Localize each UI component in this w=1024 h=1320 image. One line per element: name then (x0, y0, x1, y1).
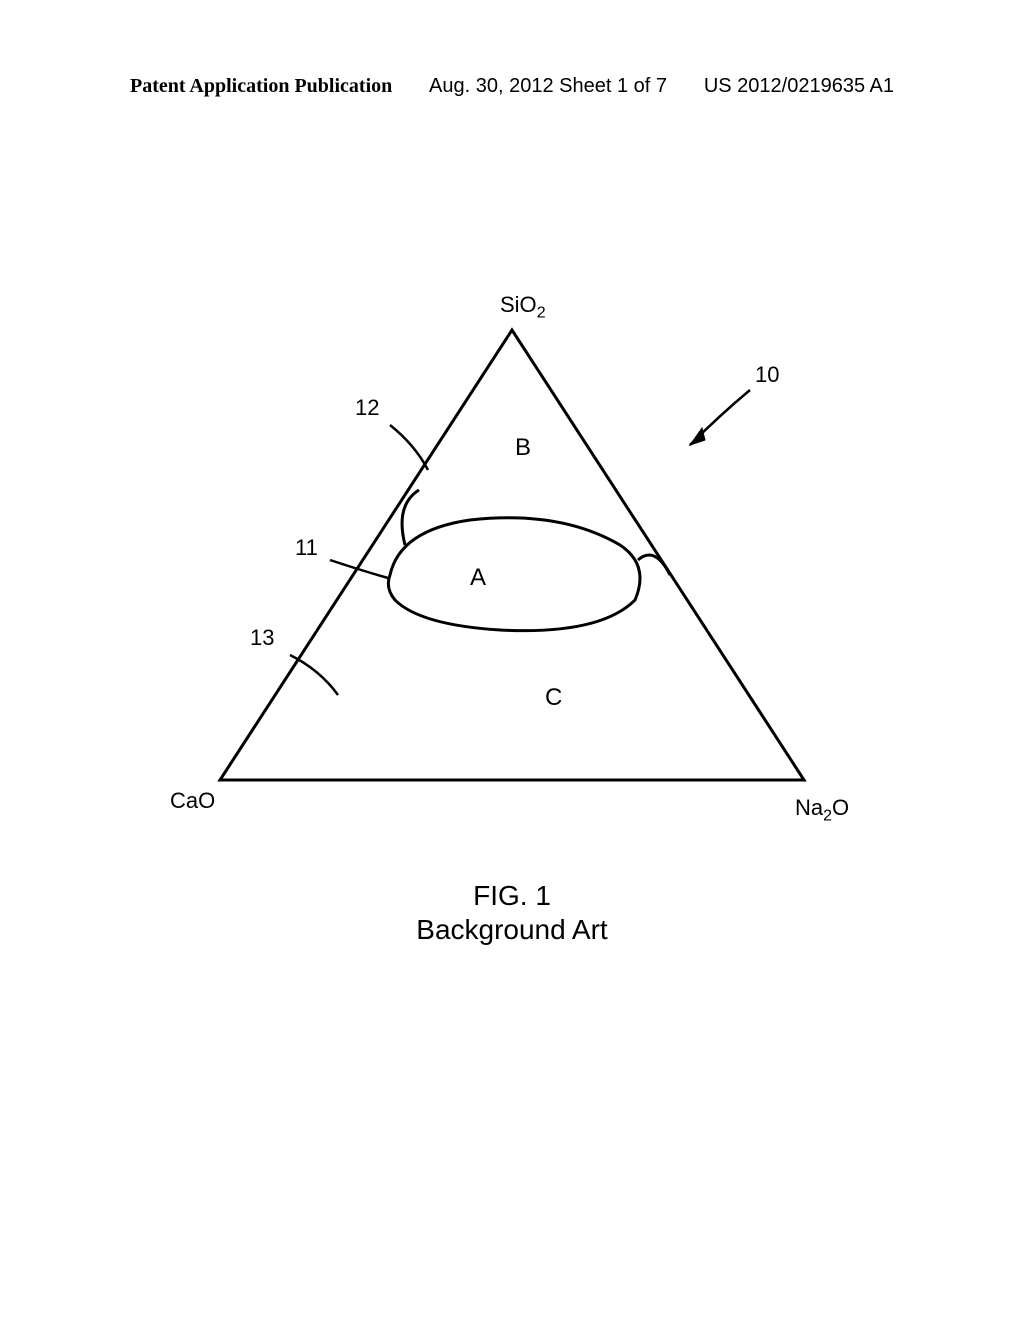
region-a-outline (388, 518, 640, 631)
vertex-left-label: CaO (170, 788, 215, 814)
header-publication: Patent Application Publication (130, 75, 392, 98)
ref-11: 11 (295, 535, 318, 560)
sio2-main: SiO (500, 292, 537, 317)
header-patent-number: US 2012/0219635 A1 (704, 75, 894, 98)
ref-10: 10 (755, 362, 779, 387)
ref-12: 12 (355, 395, 379, 420)
ref-13: 13 (250, 625, 274, 650)
na2o-sub: 2 (823, 807, 832, 824)
ternary-diagram: A B C 10 11 12 13 SiO2 CaO Na2O (160, 300, 864, 860)
figure-caption: FIG. 1 Background Art (0, 880, 1024, 946)
sio2-sub: 2 (537, 304, 546, 321)
figure-subtitle: Background Art (0, 914, 1024, 946)
na2o-main: Na (795, 795, 823, 820)
boundary-right (638, 555, 670, 575)
leader-12 (390, 425, 428, 470)
leader-11 (330, 560, 388, 578)
region-label-c: C (545, 684, 562, 711)
vertex-top-label: SiO2 (500, 292, 546, 322)
region-label-a: A (470, 564, 486, 591)
na2o-after: O (832, 795, 849, 820)
vertex-right-label: Na2O (795, 795, 849, 825)
region-label-b: B (515, 434, 531, 461)
figure-number: FIG. 1 (0, 880, 1024, 912)
diagram-svg: A B C 10 11 12 13 (160, 300, 864, 860)
header-date-sheet: Aug. 30, 2012 Sheet 1 of 7 (429, 75, 667, 98)
arrowhead-10 (690, 428, 705, 445)
cao-label: CaO (170, 788, 215, 813)
